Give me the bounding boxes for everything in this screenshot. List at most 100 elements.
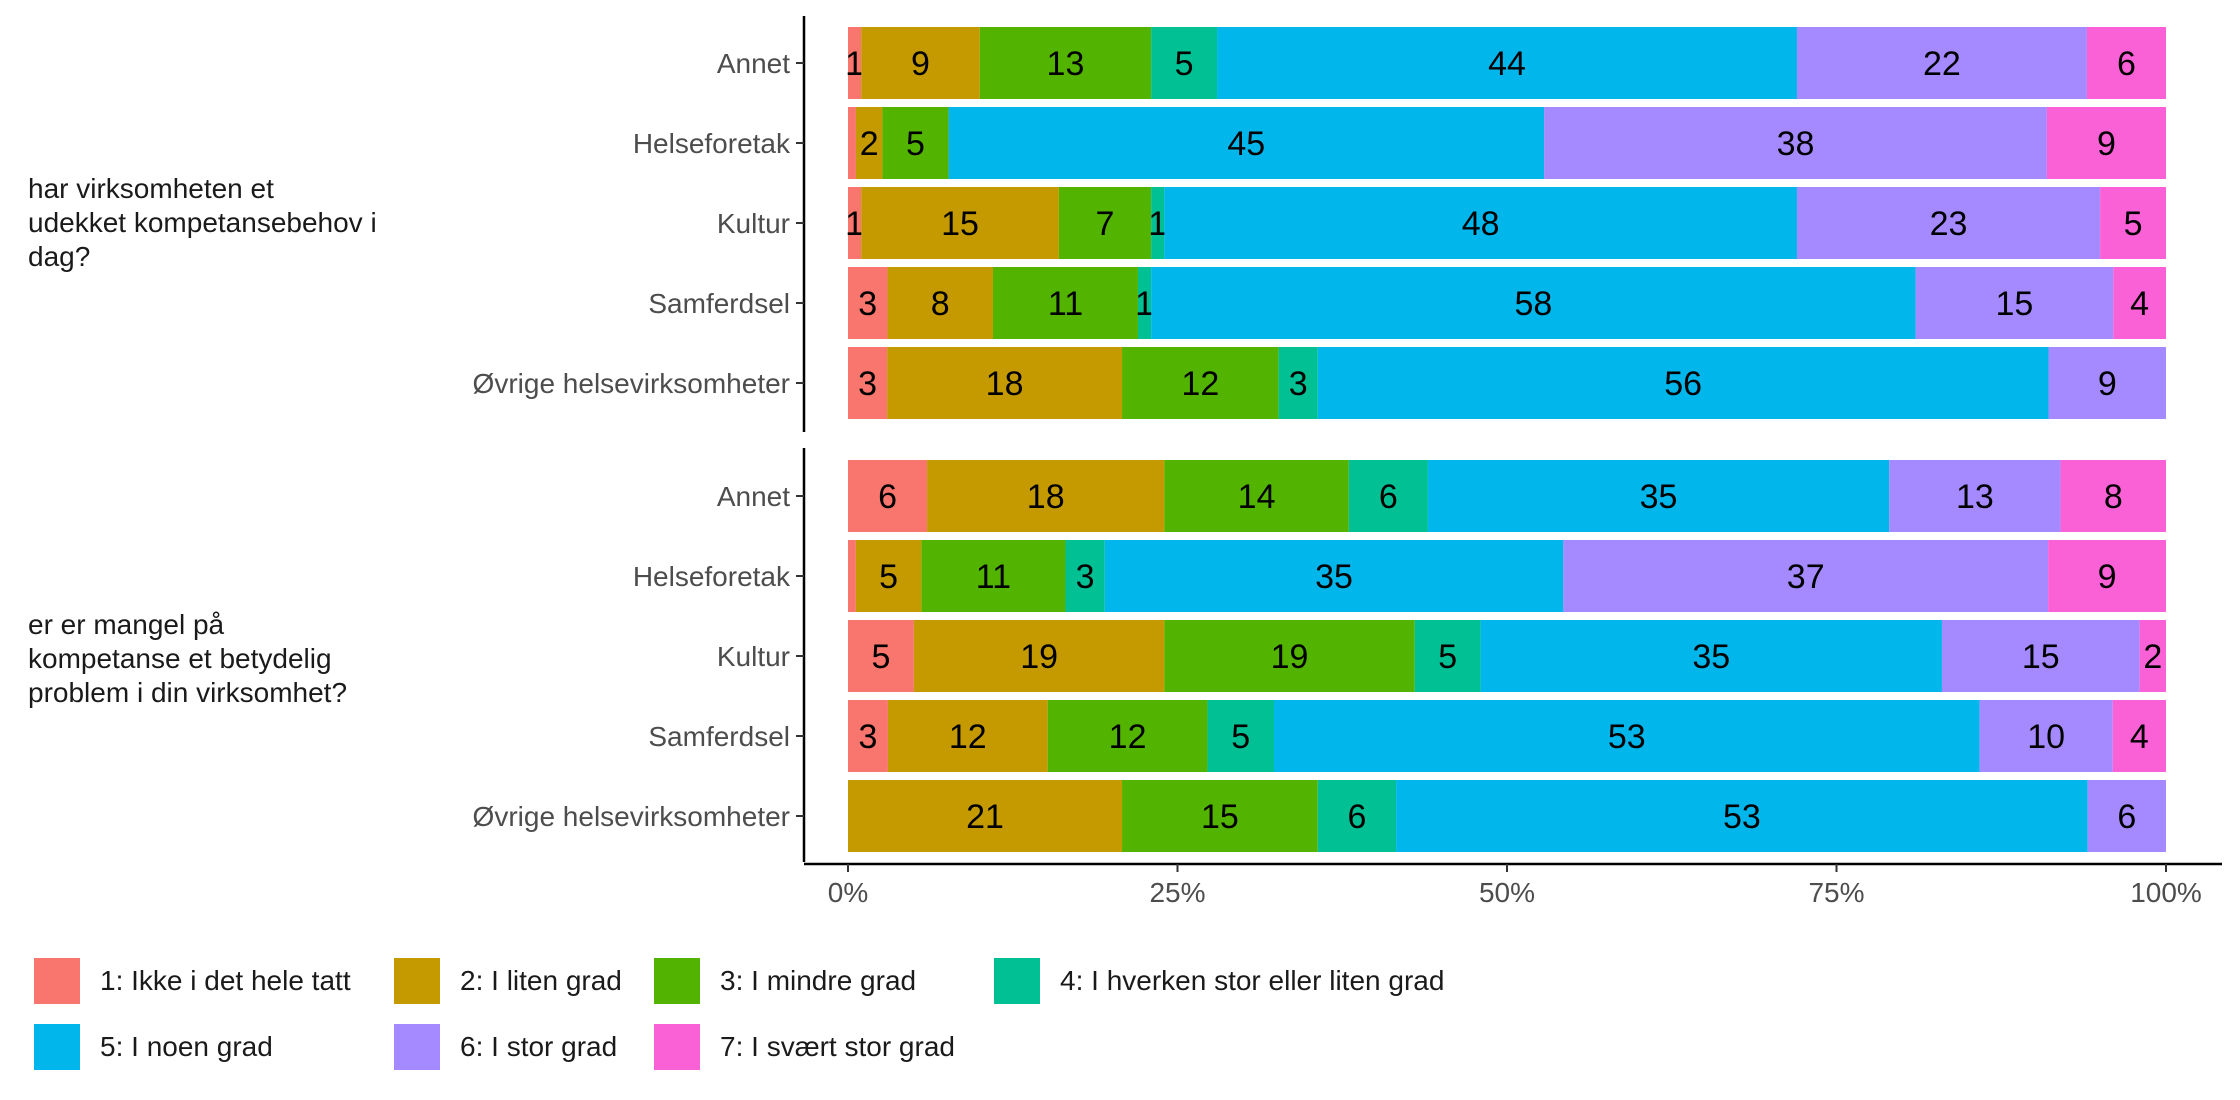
data-label: 6 <box>1347 798 1366 836</box>
bar-segment <box>1796 27 2087 99</box>
bar-segment <box>1941 620 2140 692</box>
data-label: 13 <box>1047 45 1085 83</box>
bar-segment <box>1544 107 2047 179</box>
data-label: 22 <box>1923 45 1961 83</box>
x-tick-label: 50% <box>1479 877 1535 908</box>
bar-segment <box>2112 700 2166 772</box>
data-label: 1 <box>1135 285 1154 323</box>
data-label: 9 <box>2098 365 2117 403</box>
bar-segment <box>2113 267 2166 339</box>
facet-label-udekket: har virksomheten et udekket kompetansebe… <box>28 173 377 272</box>
data-label: 1 <box>1148 205 1167 243</box>
legend-item: 6: I stor grad <box>394 1024 617 1070</box>
bar-segment <box>861 187 1059 259</box>
data-label: 15 <box>2022 638 2060 676</box>
facet-label-mangel: er er mangel på kompetanse et betydelig … <box>28 609 348 708</box>
bar-segment <box>1274 700 1980 772</box>
data-label: 5 <box>1175 45 1194 83</box>
data-label: 58 <box>1514 285 1552 323</box>
data-label: 5 <box>906 125 925 163</box>
legend-swatch <box>34 1024 80 1070</box>
data-label: 6 <box>878 478 897 516</box>
bar-segment <box>848 27 862 99</box>
bar-segment <box>1164 620 1415 692</box>
legend-swatch <box>994 958 1040 1004</box>
data-label: 3 <box>858 365 877 403</box>
y-tick-label: Samferdsel <box>648 721 790 752</box>
data-label: 44 <box>1488 45 1526 83</box>
bar-segment <box>1278 347 1318 419</box>
bar-segment <box>1137 267 1152 339</box>
legend-label: 4: I hverken stor eller liten grad <box>1060 965 1445 996</box>
x-tick-label: 0% <box>828 877 868 908</box>
bar-segment <box>992 267 1138 339</box>
bar-segment <box>882 107 949 179</box>
data-label: 56 <box>1664 365 1702 403</box>
bar-segment <box>979 27 1152 99</box>
bar-segment <box>1122 780 1318 852</box>
bar-segment <box>2048 347 2166 419</box>
bar-segment <box>848 267 888 339</box>
bar-segment <box>921 540 1066 612</box>
data-label: 6 <box>1379 478 1398 516</box>
legend-item: 2: I liten grad <box>394 958 622 1004</box>
bar-segment <box>948 107 1545 179</box>
bar-segment <box>848 620 914 692</box>
data-label: 1 <box>845 205 864 243</box>
bar-segment <box>887 267 993 339</box>
data-label: 53 <box>1608 718 1646 756</box>
data-label: 53 <box>1723 798 1761 836</box>
data-label: 12 <box>949 718 987 756</box>
bar-segment <box>855 540 922 612</box>
bar-segment <box>1915 267 2114 339</box>
data-label: 9 <box>911 45 930 83</box>
data-label: 45 <box>1227 125 1265 163</box>
bar-segment <box>1151 187 1165 259</box>
y-tick-label: Øvrige helsevirksomheter <box>473 368 790 399</box>
bar-segment <box>848 347 888 419</box>
bar-segment <box>2048 540 2166 612</box>
data-label: 12 <box>1109 718 1147 756</box>
legend-label: 3: I mindre grad <box>720 965 917 996</box>
legend-swatch <box>654 1024 700 1070</box>
data-label: 1 <box>845 45 864 83</box>
bar-segment <box>1317 780 1397 852</box>
legend: 1: Ikke i det hele tatt 2: I liten grad 3:… <box>34 958 1634 1078</box>
data-label: 9 <box>2098 558 2117 596</box>
data-label: 48 <box>1462 205 1500 243</box>
data-label: 9 <box>2097 125 2116 163</box>
data-label: 10 <box>2027 718 2065 756</box>
x-tick-label: 100% <box>2130 877 2202 908</box>
y-tick-label: Annet <box>717 48 790 79</box>
data-label: 13 <box>1956 478 1994 516</box>
data-label: 7 <box>1096 205 1115 243</box>
data-label: 14 <box>1238 478 1276 516</box>
bar-segment <box>848 780 1123 852</box>
data-label: 35 <box>1640 478 1678 516</box>
data-label: 19 <box>1020 638 1058 676</box>
legend-item: 1: Ikke i det hele tatt <box>34 958 351 1004</box>
bar-segment <box>1164 187 1797 259</box>
bar-segment <box>1047 700 1208 772</box>
bar-segment <box>1122 347 1279 419</box>
bar-segment <box>1217 27 1797 99</box>
data-label: 18 <box>986 365 1024 403</box>
y-tick-label: Samferdsel <box>648 288 790 319</box>
bar-segment <box>848 540 856 612</box>
data-label: 5 <box>1231 718 1250 756</box>
legend-item: 4: I hverken stor eller liten grad <box>994 958 1444 1004</box>
data-label: 21 <box>966 798 1004 836</box>
bar-segment <box>861 27 980 99</box>
bar-segment <box>855 107 883 179</box>
bar-segment <box>1414 620 1481 692</box>
bar-segment <box>848 107 856 179</box>
bar-segment <box>1058 187 1152 259</box>
y-tick-label: Helseforetak <box>633 561 791 592</box>
legend-item: 3: I mindre grad <box>654 958 916 1004</box>
y-tick-label: Annet <box>717 481 790 512</box>
data-label: 19 <box>1271 638 1309 676</box>
data-label: 6 <box>2117 798 2136 836</box>
legend-item: 5: I noen grad <box>34 1024 273 1070</box>
bar-segment <box>2060 460 2166 532</box>
